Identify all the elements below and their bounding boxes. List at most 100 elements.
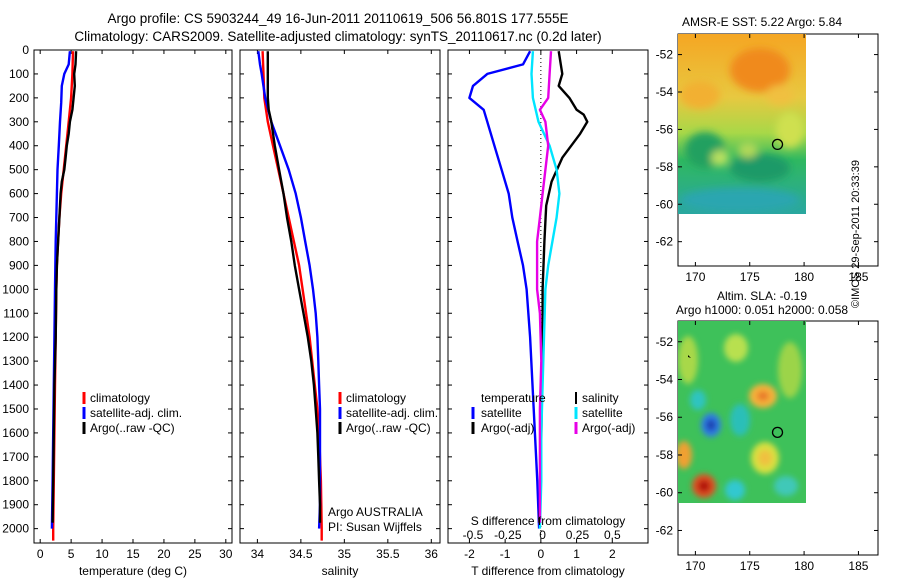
sst-map: AMSR-E SST: 5.22 Argo: 5.84 170 175 180 185… [656,15,879,284]
legend-heading-salinity: salinity [582,391,619,405]
sla-high [678,336,698,384]
legend-heading-temperature: temperature [481,391,546,405]
lat-tick-label: -56 [656,410,674,424]
figure-title-line1: Argo profile: CS 5903244_49 16-Jun-2011 … [107,11,568,26]
depth-tick-label: 500 [9,163,29,177]
sst-cool-patch [730,154,790,182]
sla-map-title-line1: Altim. SLA: -0.19 [717,289,807,303]
sst-argo-position-marker [771,138,784,151]
lat-tick-label: -52 [656,48,674,62]
salinity-axes-frame [239,49,441,544]
depth-tick-label: 300 [9,115,29,129]
sla-map-title-line2: Argo h1000: 0.051 h2000: 0.058 [676,303,848,317]
top-tick-label: 0 [539,528,546,542]
sst-mid-patch [766,85,794,105]
depth-tick-label: 1500 [2,402,29,416]
legend-label-temp-argo: Argo(-adj) [481,421,534,435]
lat-tick-label: -60 [656,486,674,500]
salinity-legend: climatology satellite-adj. clim. Argo(..… [338,391,438,435]
depth-tick-label: 900 [9,258,29,272]
x-tick-label: 20 [157,547,171,561]
sla-low [706,419,716,431]
x-tick-label: 36 [425,547,439,561]
lon-tick-label: 180 [794,270,814,284]
sst-map-small-mark [688,68,691,71]
sla-high [678,441,692,469]
depth-tick-label: 1800 [2,474,29,488]
difference-legend: temperature satellite Argo(-adj) salinit… [471,391,635,435]
difference-xlabel: T difference from climatology [471,564,625,578]
depth-tick-label: 1900 [2,498,29,512]
sla-map-axes: 170 175 180 185 -52 -54 -56 -58 -60 -62 [656,321,878,573]
depth-axis: 0 100 200 300 400 500 600 700 800 900 1000 1100 1200… [2,43,232,536]
legend-label-sal-satellite: satellite [582,406,623,420]
sla-high [757,391,769,401]
sst-field-texture [680,48,804,212]
depth-tick-label: 600 [9,187,29,201]
series-line-salinity-satellite [530,51,561,529]
x-tick-label: 15 [126,547,140,561]
salinity-difference-ticks: -0.5 -0.25 0 0.25 0.5 [463,528,621,542]
x-tick-label: 5 [68,547,75,561]
difference-x-axis: -2 -1 0 1 2 [464,50,616,561]
top-tick-label: -0.5 [463,528,484,542]
temperature-axes-frame [33,49,233,544]
sla-mid [730,404,750,436]
legend-label-satellite: satellite-adj. clim. [90,406,182,420]
lon-tick-label: 170 [685,559,705,573]
x-tick-label: 34.5 [289,547,313,561]
salinity-x-axis: 34 34.5 35 35.5 36 [251,50,439,561]
legend-label-climatology: climatology [90,391,150,405]
series-line-salinity-argo-adj- [535,51,553,523]
sst-warm-patch [730,48,790,92]
depth-tick-label: 1100 [3,306,29,320]
depth-tick-label: 700 [9,211,29,225]
top-tick-label: -0.25 [494,528,522,542]
temperature-legend: climatology satellite-adj. clim. Argo(..… [82,391,182,435]
difference-axes-frame [447,49,649,544]
x-tick-label: 25 [188,547,202,561]
sla-mid [774,476,798,496]
sla-mid [690,390,706,410]
lon-tick-label: 185 [848,270,868,284]
sla-field [678,321,806,503]
x-tick-label: 1 [573,547,580,561]
sla-map: Altim. SLA: -0.19 Argo h1000: 0.051 h200… [656,289,879,573]
depth-tick-label: 200 [9,91,29,105]
legend-label-climatology: climatology [346,391,406,405]
lat-tick-label: -62 [656,523,674,537]
temperature-panel: 0100200300400500600700800900100011001200… [2,43,233,578]
difference-depth-ticks [448,49,648,530]
sla-argo-position-marker [771,426,784,439]
sla-map-small-mark [688,355,691,358]
salinity-depth-ticks [240,49,440,530]
series-line-argo-raw-qc- [266,51,322,523]
sst-mid-patch [711,150,729,166]
depth-tick-label: 2000 [2,522,29,536]
salinity-xlabel: salinity [322,564,359,578]
sla-high [758,450,772,466]
depth-tick-label: 1600 [2,426,29,440]
legend-label-satellite: satellite-adj. clim. [346,406,438,420]
depth-tick-label: 400 [9,139,29,153]
depth-tick-label: 1000 [2,282,29,296]
salinity-series [257,51,323,541]
lon-tick-label: 175 [740,270,760,284]
salinity-panel: 34 34.5 35 35.5 36 salinity climatology sate… [239,49,441,578]
lat-tick-label: -58 [656,160,674,174]
depth-tick-label: 1300 [2,354,29,368]
series-line-argo-raw-qc- [51,51,78,523]
x-tick-label: 10 [95,547,109,561]
depth-tick-label: 1200 [2,330,29,344]
temperature-series [50,51,78,541]
x-tick-label: -2 [464,547,475,561]
lat-tick-label: -60 [656,197,674,211]
lon-tick-label: 180 [794,559,814,573]
sla-high [778,342,802,398]
legend-label-sal-argo: Argo(-adj) [582,421,635,435]
sla-field-texture [678,334,802,500]
x-tick-label: 0 [538,547,545,561]
top-tick-label: 0.25 [566,528,590,542]
lat-tick-label: -58 [656,448,674,462]
